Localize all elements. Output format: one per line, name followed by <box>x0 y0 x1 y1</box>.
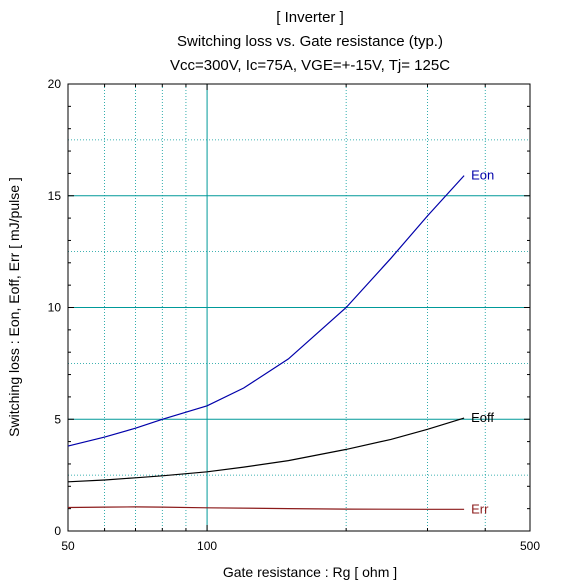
y-tick-label: 20 <box>48 77 62 91</box>
tick-marks <box>67 83 531 532</box>
series-line-eoff <box>67 417 465 483</box>
x-tick-label: 500 <box>520 539 540 553</box>
series-lines <box>67 175 465 510</box>
chart-conditions: Vcc=300V, Ic=75A, VGE=+-15V, Tj= 125C <box>170 57 450 74</box>
y-tick-label: 10 <box>48 301 62 315</box>
grid-lines <box>68 84 530 531</box>
tick-labels: 0 5 10 15 20 50 100 500 Eon Eoff Err <box>48 77 541 553</box>
x-tick-label: 100 <box>197 539 217 553</box>
y-tick-label: 0 <box>54 524 61 538</box>
series-label-eon: Eon <box>471 168 494 183</box>
y-tick-label: 15 <box>48 189 62 203</box>
chart-subtitle: Switching loss vs. Gate resistance (typ.… <box>177 33 443 50</box>
y-tick-label: 5 <box>54 412 61 426</box>
series-line-eon <box>67 175 465 447</box>
x-tick-label: 50 <box>61 539 75 553</box>
series-line-err <box>67 506 465 510</box>
chart-title: [ Inverter ] <box>276 9 344 26</box>
series-label-eoff: Eoff <box>471 410 494 425</box>
x-axis-label: Gate resistance : Rg [ ohm ] <box>223 564 397 580</box>
y-axis-label: Switching loss : Eon, Eoff, Err [ mJ/pul… <box>6 177 22 437</box>
series-label-err: Err <box>471 501 489 516</box>
